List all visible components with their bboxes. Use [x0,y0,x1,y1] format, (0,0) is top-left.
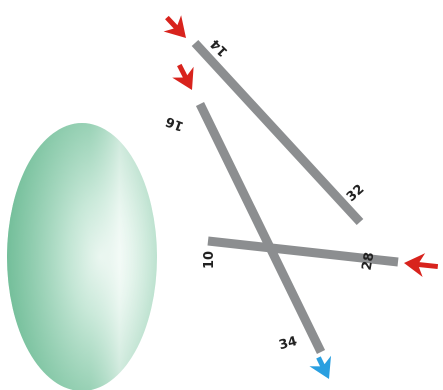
lens-shape [7,123,157,390]
red-arrow-icon [404,253,439,278]
segment-28-10 [207,236,399,267]
blue-arrow-icon [309,355,332,379]
label-16: 16 [164,113,186,133]
label-34: 34 [277,334,298,353]
label-32: 32 [344,182,367,205]
label-28: 28 [360,251,378,271]
red-arrow-icon [172,63,194,90]
segment-16-34 [195,102,326,354]
red-arrow-icon [163,15,186,38]
segment-14-32 [191,39,364,226]
label-10: 10 [202,251,217,269]
